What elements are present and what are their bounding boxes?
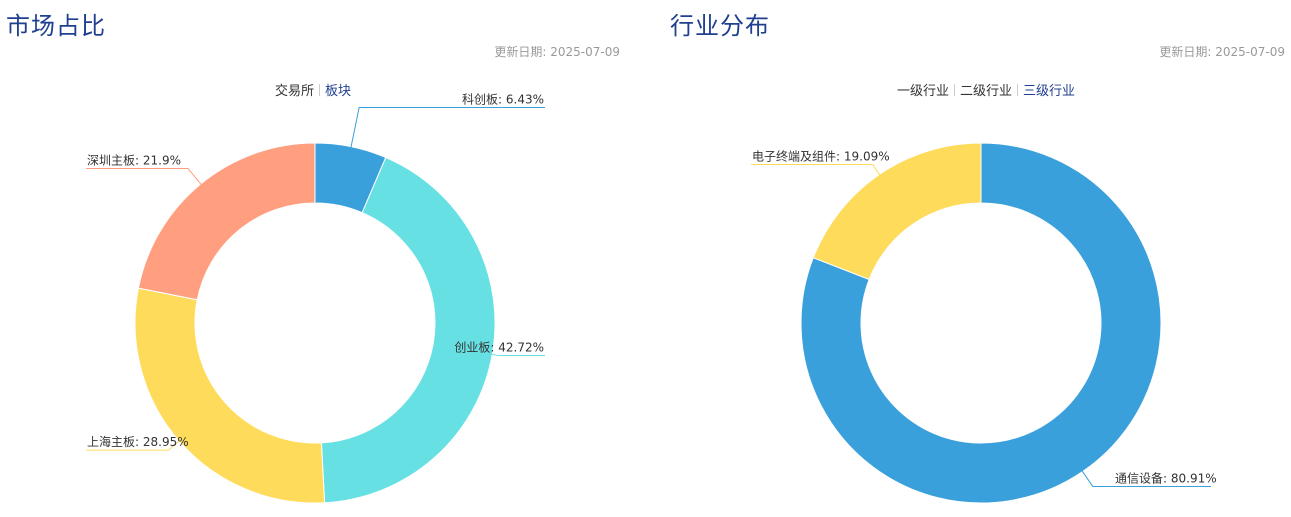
slice-label: 电子终端及组件: 19.09% xyxy=(752,149,890,164)
tab-level-2-industry[interactable]: 二级行业 xyxy=(959,84,1012,99)
industry-distribution-panel: 行业分布 更新日期: 2025-07-09 一级行业 二级行业 三级行业 通信设备:… xyxy=(665,0,1291,517)
slice-label: 深圳主板: 21.9% xyxy=(87,153,181,167)
market-share-panel: 市场占比 更新日期: 2025-07-09 交易所 板块 科创板: 6.43% 创业… xyxy=(0,0,630,517)
pie-slice-3[interactable] xyxy=(134,287,326,504)
tab-divider xyxy=(319,84,320,96)
label-leader-line xyxy=(1081,469,1211,487)
tab-level-1-industry[interactable]: 一级行业 xyxy=(896,84,949,99)
industry-update-date: 更新日期: 2025-07-09 xyxy=(1159,45,1285,59)
slice-label: 上海主板: 28.95% xyxy=(87,434,189,449)
pie-slice-1[interactable] xyxy=(800,142,1162,504)
market-share-donut-chart: 科创板: 6.43% 创业板: 42.72% 上海主板: 28.95% 深圳主板: 2… xyxy=(86,92,545,504)
market-share-tabs: 交易所 板块 xyxy=(0,80,628,99)
industry-distribution-title: 行业分布 xyxy=(670,12,770,40)
tab-divider xyxy=(953,84,955,96)
pie-slice-2[interactable] xyxy=(812,142,982,281)
market-share-update-date: 更新日期: 2025-07-09 xyxy=(494,45,620,59)
slice-label: 科创板: 6.43% xyxy=(462,92,544,106)
market-share-title: 市场占比 xyxy=(6,12,106,40)
label-leader-line xyxy=(490,353,545,356)
pie-slice-4[interactable] xyxy=(137,142,316,301)
tab-divider xyxy=(1017,84,1018,96)
label-leader-line xyxy=(86,167,203,186)
industry-tabs: 一级行业 二级行业 三级行业 xyxy=(673,80,1291,99)
pie-slice-2[interactable] xyxy=(320,156,496,504)
label-leader-line xyxy=(751,164,881,177)
tab-level-3-industry[interactable]: 三级行业 xyxy=(1023,84,1076,99)
tab-exchange[interactable]: 交易所 xyxy=(274,84,314,99)
slice-label: 通信设备: 80.91% xyxy=(1115,471,1217,485)
tab-board[interactable]: 板块 xyxy=(325,84,352,99)
label-leader-line xyxy=(350,106,545,149)
label-leader-line xyxy=(86,439,181,451)
industry-donut-chart: 通信设备: 80.91% 电子终端及组件: 19.09% xyxy=(751,142,1217,504)
slice-label: 创业板: 42.72% xyxy=(454,340,544,354)
